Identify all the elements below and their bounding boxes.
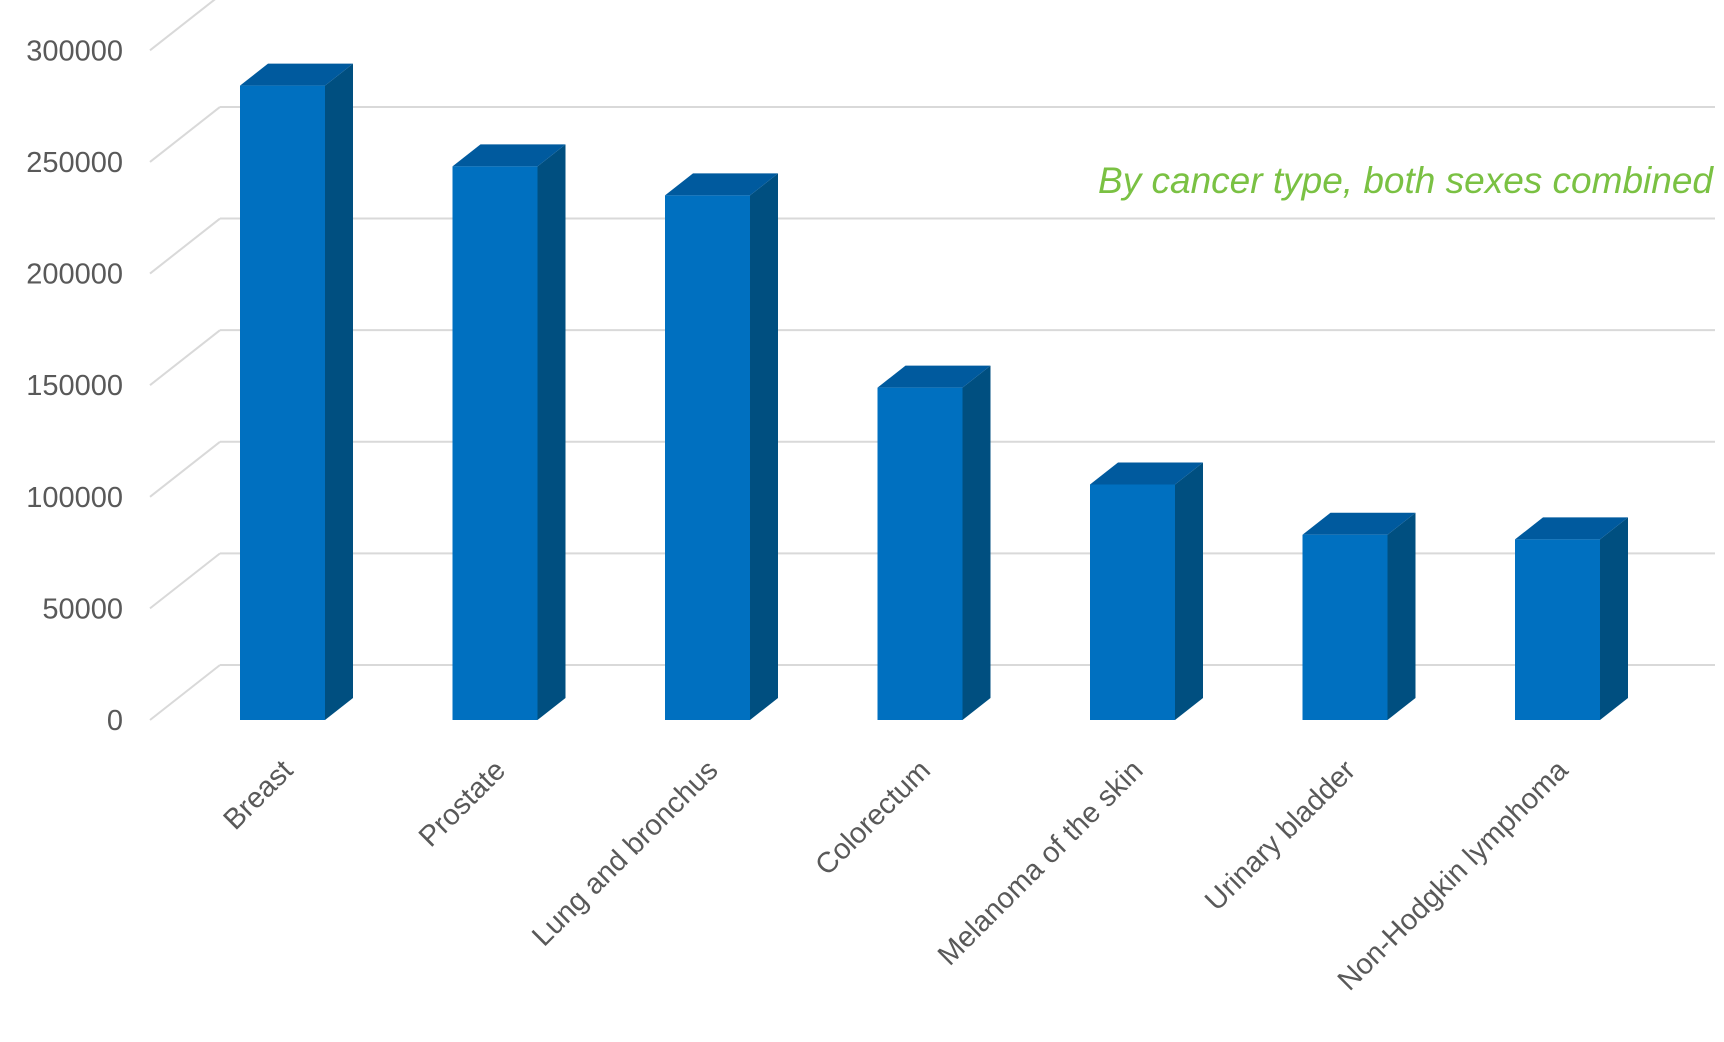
bar-top-face <box>240 63 353 86</box>
bars <box>240 63 1628 721</box>
y-tick-label: 100000 <box>26 482 123 514</box>
x-category-label: Colorectum <box>809 754 936 881</box>
x-axis-categories: Breast Prostate Lung and bronchus Colorectu… <box>218 754 1576 997</box>
bar-side-face <box>1600 517 1628 720</box>
bar-side-face <box>750 173 778 721</box>
bar-front-face <box>877 387 963 720</box>
bar <box>1090 462 1203 720</box>
gridline-diagonal <box>149 552 221 610</box>
y-tick-label: 50000 <box>42 593 123 625</box>
bar <box>665 173 778 721</box>
y-tick-label: 300000 <box>26 35 123 67</box>
bar-top-face <box>1302 512 1416 535</box>
bar-side-face <box>1175 462 1203 720</box>
bar-front-face <box>1302 534 1388 720</box>
bar <box>1302 512 1416 720</box>
gridline-diagonal <box>149 664 221 721</box>
x-category-label: Melanoma of the skin <box>932 754 1150 972</box>
x-category-label: Prostate <box>413 754 512 853</box>
bar-side-face <box>325 63 353 720</box>
bar <box>1515 517 1628 720</box>
bar-top-face <box>877 365 991 388</box>
bar-top-face <box>665 173 778 196</box>
x-category-label: Non-Hodgkin lymphoma <box>1332 754 1575 997</box>
y-tick-label: 150000 <box>26 370 123 402</box>
bar <box>452 144 566 720</box>
bar-top-face <box>1515 517 1628 540</box>
bar-side-face <box>1387 512 1416 720</box>
gridline-diagonal <box>149 106 221 163</box>
y-tick-label: 200000 <box>26 259 123 291</box>
y-tick-label: 250000 <box>26 147 123 179</box>
bar-front-face <box>452 166 538 720</box>
gridline-diagonal <box>149 440 221 498</box>
gridline-diagonal <box>149 217 221 275</box>
bar-front-face <box>665 195 750 721</box>
bar-top-face <box>1090 462 1203 485</box>
bar-side-face <box>537 144 566 720</box>
bar <box>877 365 991 720</box>
bar-front-face <box>1515 539 1600 720</box>
x-category-label: Lung and bronchus <box>526 754 724 952</box>
bar-top-face <box>452 144 566 167</box>
y-axis-ticks: 0 50000 100000 150000 200000 250000 300000 <box>26 35 123 737</box>
x-category-label: Urinary bladder <box>1199 754 1362 917</box>
gridline-diagonal <box>149 329 221 386</box>
x-category-label: Breast <box>218 754 300 836</box>
y-tick-label: 0 <box>107 705 123 737</box>
gridline-diagonal <box>149 0 216 52</box>
bar-front-face <box>240 85 325 720</box>
bar-side-face <box>962 365 991 720</box>
bar-front-face <box>1090 484 1175 720</box>
bar <box>240 63 353 720</box>
chart-annotation: By cancer type, both sexes combined <box>1098 160 1714 201</box>
